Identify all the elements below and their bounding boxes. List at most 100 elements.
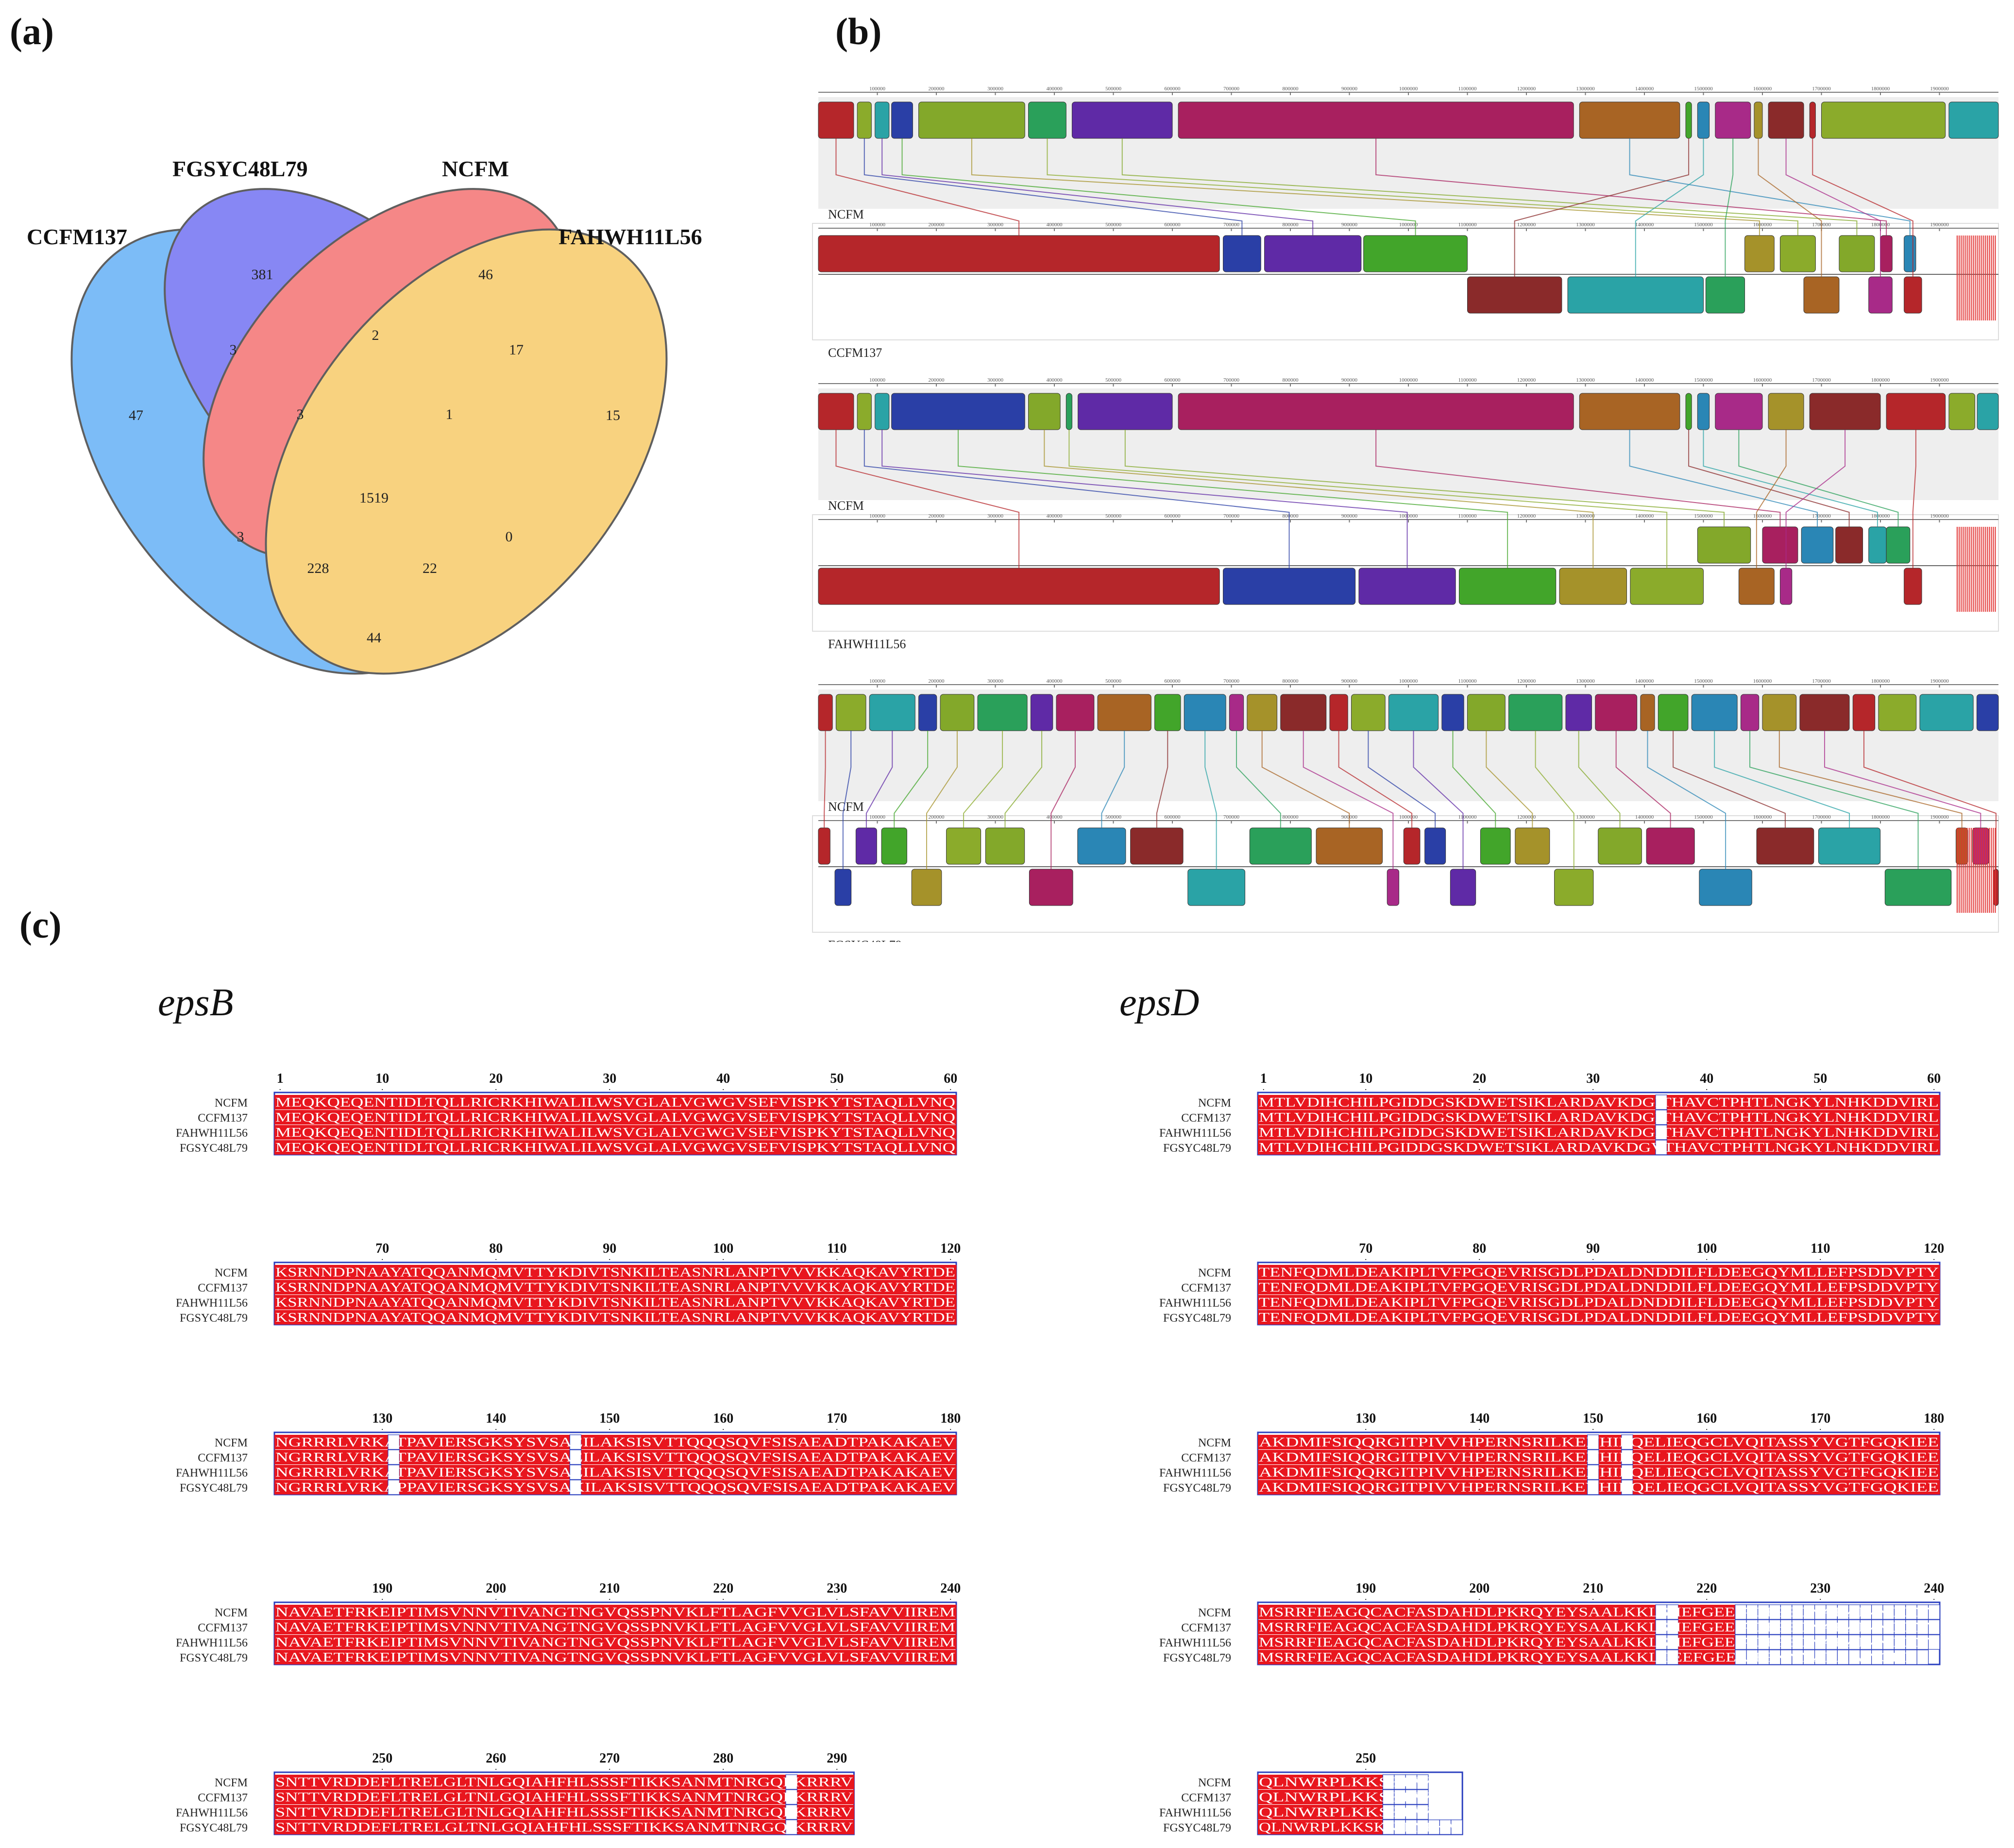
epsd-residue-cell <box>1848 1140 1861 1155</box>
epsb-residue-cell <box>274 1450 286 1464</box>
epsb-residue-cell <box>865 1435 877 1449</box>
mauve-ref-block <box>1441 694 1464 731</box>
epsd-residue-cell <box>1621 1125 1633 1140</box>
mauve-ref-tick-label: 1600000 <box>1753 678 1772 684</box>
epsb-residue-cell <box>467 1480 479 1495</box>
epsb-residue-cell <box>774 1650 786 1664</box>
epsb-residue-cell <box>751 1620 763 1634</box>
epsb-residue-cell <box>831 1820 843 1834</box>
epsb-residue-cell <box>945 1280 957 1294</box>
epsb-residue-cell <box>865 1635 877 1649</box>
mauve-query-tick-label: 1000000 <box>1399 513 1418 519</box>
epsd-residue-cell <box>1587 1140 1599 1155</box>
epsd-tick-dot: . <box>1819 1082 1822 1092</box>
epsb-residue-cell <box>672 1310 684 1325</box>
epsd-sequence-text: MTLVDIHCHILPGIDDGSKDWETSIKLARDAVKDGVTHAV… <box>1259 1140 1939 1155</box>
epsb-residue-cell <box>331 1295 343 1310</box>
epsb-residue-cell <box>354 1820 366 1834</box>
epsb-residue-cell <box>899 1650 911 1664</box>
epsd-residue-cell <box>1826 1125 1838 1140</box>
epsb-residue-cell <box>331 1280 343 1294</box>
epsd-sequence-text: TENFQDMLDEAKIPLTVFPGQEVRISGDLPDALDNDDILF… <box>1259 1310 1939 1325</box>
epsb-strain-label: FGSYC48L79 <box>180 1822 248 1834</box>
mauve-query-tick-label: 1800000 <box>1871 513 1890 519</box>
epsb-residue-cell <box>604 1450 616 1464</box>
epsb-residue-cell <box>945 1435 957 1449</box>
mauve-query-block <box>1762 526 1798 564</box>
epsb-residue-cell <box>843 1280 854 1294</box>
epsb-residue-cell <box>717 1790 729 1804</box>
epsb-residue-cell <box>297 1265 309 1279</box>
epsb-residue-cell <box>831 1620 843 1634</box>
epsb-residue-cell <box>399 1605 411 1619</box>
mauve-ref-tick-label: 1900000 <box>1930 86 1949 92</box>
mauve-lcb-connector <box>1785 138 1881 277</box>
epsd-residue-cell <box>1917 1095 1929 1109</box>
epsb-residue-cell <box>604 1805 616 1819</box>
epsd-tick-dot: . <box>1478 1082 1481 1092</box>
epsb-residue-cell <box>456 1450 468 1464</box>
epsb-residue-cell <box>422 1265 434 1279</box>
mauve-query-tick-label: 1700000 <box>1812 513 1831 519</box>
epsb-residue-cell <box>376 1605 389 1619</box>
epsb-residue-cell <box>456 1605 468 1619</box>
epsb-residue-cell <box>706 1265 718 1279</box>
mauve-lcb-connector <box>835 430 1020 568</box>
mauve-query-tick-label: 1600000 <box>1753 814 1772 820</box>
epsb-residue-cell <box>445 1450 457 1464</box>
epsb-residue-cell <box>376 1620 389 1634</box>
mauve-ref-tick-label: 1400000 <box>1635 678 1654 684</box>
epsb-residue-cell <box>365 1820 377 1834</box>
epsb-residue-cell <box>479 1805 491 1819</box>
epsb-residue-cell <box>808 1790 820 1804</box>
epsb-residue-cell <box>672 1140 684 1155</box>
epsb-residue-cell <box>888 1095 900 1109</box>
epsb-residue-cell <box>479 1480 491 1495</box>
mauve-query-label: CCFM137 <box>828 346 882 360</box>
epsb-residue-cell <box>297 1635 309 1649</box>
epsb-residue-cell <box>536 1805 548 1819</box>
epsd-residue-cell <box>1701 1125 1713 1140</box>
epsd-residue-cell <box>1860 1125 1872 1140</box>
epsd-sequence-text: TENFQDMLDEAKIPLTVFPGQEVRISGDLPDALDNDDILF… <box>1259 1265 1939 1279</box>
epsb-residue-cell <box>831 1465 843 1479</box>
epsb-residue-cell <box>740 1605 752 1619</box>
epsb-residue-cell <box>479 1295 491 1310</box>
epsb-tick-dot: . <box>495 1592 497 1602</box>
mauve-lcb-connector <box>1738 430 1899 527</box>
epsd-residue-cell <box>1905 1110 1917 1125</box>
epsb-residue-cell <box>524 1435 536 1449</box>
epsd-residue-cell <box>1792 1110 1804 1125</box>
epsd-residue-cell <box>1564 1110 1576 1125</box>
epsb-residue-cell <box>638 1790 650 1804</box>
epsd-residue-cell <box>1587 1265 1599 1279</box>
epsb-residue-cell <box>922 1265 934 1279</box>
epsd-residue-cell <box>1587 1095 1599 1109</box>
epsb-tick-dot: . <box>609 1762 611 1772</box>
epsb-residue-cell <box>490 1620 502 1634</box>
epsb-residue-cell <box>888 1295 900 1310</box>
epsd-residue-cell <box>1337 1095 1349 1109</box>
epsb-residue-cell <box>808 1605 820 1619</box>
epsb-residue-cell <box>399 1140 411 1155</box>
epsd-position-tick: 120 <box>1924 1241 1944 1256</box>
epsb-residue-cell <box>945 1465 957 1479</box>
epsb-residue-cell <box>626 1605 639 1619</box>
epsb-residue-cell <box>376 1450 389 1464</box>
epsb-residue-cell <box>786 1465 797 1479</box>
epsb-residue-cell <box>274 1480 286 1495</box>
epsb-residue-cell <box>865 1480 877 1495</box>
epsd-residue-cell <box>1519 1095 1531 1109</box>
epsb-residue-cell <box>751 1295 763 1310</box>
epsb-residue-cell <box>843 1265 854 1279</box>
epsb-residue-cell <box>410 1820 423 1834</box>
epsb-residue-cell <box>740 1465 752 1479</box>
mauve-ref-block <box>1799 694 1850 731</box>
epsb-residue-cell <box>740 1280 752 1294</box>
mauve-query-tick-label: 300000 <box>987 513 1004 519</box>
epsd-residue-cell <box>1315 1095 1326 1109</box>
epsb-residue-cell <box>751 1805 763 1819</box>
epsb-residue-cell <box>365 1465 377 1479</box>
epsb-residue-cell <box>388 1280 400 1294</box>
epsb-residue-cell <box>410 1465 423 1479</box>
